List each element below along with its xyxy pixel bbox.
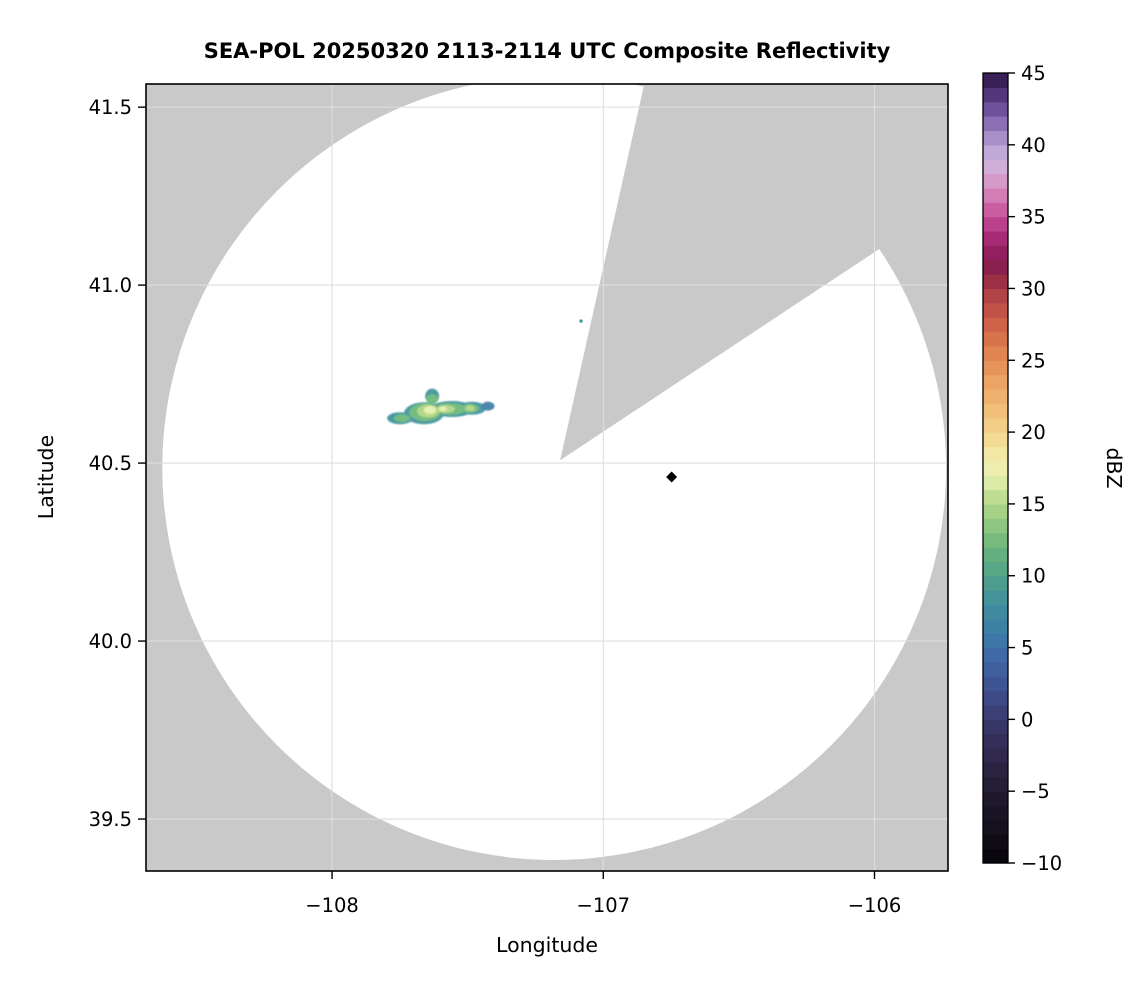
colorbar-band — [983, 317, 1008, 333]
colorbar-band — [983, 130, 1008, 146]
colorbar-tick-label: 5 — [1021, 637, 1033, 660]
colorbar-band — [983, 345, 1008, 361]
colorbar-tick-label: 10 — [1021, 565, 1046, 588]
colorbar-band — [983, 762, 1008, 778]
colorbar-band — [983, 733, 1008, 749]
colorbar-tick-label: 40 — [1021, 134, 1046, 157]
colorbar-band — [983, 432, 1008, 448]
radar-coverage-area — [162, 84, 946, 860]
colorbar-label: dBZ — [1102, 447, 1126, 488]
colorbar-band — [983, 144, 1008, 160]
colorbar-band — [983, 417, 1008, 433]
site-diamond-marker — [666, 471, 678, 483]
colorbar-tick-label: −5 — [1021, 780, 1050, 803]
echo-blob — [465, 405, 476, 412]
colorbar-band — [983, 389, 1008, 404]
y-tick-label: 40.5 — [89, 452, 132, 475]
colorbar-band — [983, 547, 1008, 562]
colorbar-band — [983, 216, 1008, 232]
colorbar-band — [983, 805, 1008, 821]
colorbar-band — [983, 302, 1008, 318]
colorbar-tick-label: 0 — [1021, 708, 1033, 731]
colorbar-band — [983, 848, 1008, 864]
small-echo-pixel — [579, 319, 583, 323]
y-tick-label: 41.0 — [89, 274, 132, 297]
colorbar-tick-label: 20 — [1021, 421, 1046, 444]
colorbar-frame — [982, 72, 1009, 864]
x-tick-label: −106 — [848, 894, 902, 917]
colorbar-band — [983, 331, 1008, 347]
colorbar-tick-label: 15 — [1021, 493, 1046, 516]
colorbar-band — [983, 647, 1008, 663]
colorbar-band — [983, 288, 1008, 304]
colorbar-band — [983, 719, 1008, 735]
echo-blob — [438, 406, 447, 412]
y-tick-label: 39.5 — [89, 808, 132, 831]
colorbar-band — [983, 503, 1008, 519]
colorbar-band — [983, 73, 1008, 88]
grid-lines — [146, 84, 948, 871]
colorbar-band — [983, 518, 1008, 534]
x-tick-label: −108 — [305, 894, 359, 917]
colorbar-band — [983, 403, 1008, 419]
y-axis: 41.5 41.0 40.5 40.0 39.5 — [89, 96, 146, 831]
colorbar-band — [983, 834, 1008, 850]
echo-blob — [426, 394, 439, 404]
reflectivity-echo — [387, 388, 495, 425]
colorbar: 45 40 35 30 25 20 15 10 5 0 −5 −10 — [983, 62, 1062, 875]
colorbar-band — [983, 173, 1008, 189]
colorbar-band — [983, 360, 1008, 376]
colorbar-band — [983, 446, 1008, 462]
colorbar-band — [983, 460, 1008, 476]
colorbar-band — [983, 116, 1008, 132]
colorbar-band — [983, 532, 1008, 548]
colorbar-band — [983, 676, 1008, 692]
x-axis: −108 −107 −106 — [305, 871, 901, 917]
y-tick-label: 41.5 — [89, 96, 132, 119]
colorbar-band — [983, 819, 1008, 835]
colorbar-tick-label: 35 — [1021, 206, 1046, 229]
echo-blob — [423, 406, 436, 415]
colorbar-band — [983, 187, 1008, 203]
colorbar-band — [983, 202, 1008, 218]
colorbar-band — [983, 705, 1008, 720]
echo-blob — [394, 414, 411, 423]
colorbar-band — [983, 475, 1008, 491]
colorbar-band — [983, 575, 1008, 591]
colorbar-band — [983, 489, 1008, 505]
colorbar-band — [983, 231, 1008, 246]
colorbar-band — [983, 159, 1008, 175]
colorbar-tick-label: 45 — [1021, 62, 1046, 85]
colorbar-band — [983, 690, 1008, 706]
colorbar-band — [983, 561, 1008, 577]
y-tick-label: 40.0 — [89, 630, 132, 653]
echo-blob — [481, 401, 495, 411]
colorbar-band — [983, 791, 1008, 807]
map-markers — [579, 319, 678, 483]
colorbar-band — [983, 661, 1008, 677]
missing-sector-wedge — [560, 84, 921, 461]
colorbar-tick-label: 30 — [1021, 277, 1046, 300]
y-axis-label: Latitude — [34, 435, 58, 519]
colorbar-band — [983, 776, 1008, 792]
plot-frame — [145, 83, 949, 872]
colorbar-tick-label: 25 — [1021, 349, 1046, 372]
colorbar-band — [983, 374, 1008, 390]
colorbar-band — [983, 274, 1008, 290]
colorbar-band — [983, 604, 1008, 620]
colorbar-tick-label: −10 — [1021, 852, 1062, 875]
colorbar-band — [983, 633, 1008, 649]
colorbar-band — [983, 101, 1008, 117]
colorbar-band — [983, 618, 1008, 634]
x-tick-label: −107 — [576, 894, 630, 917]
colorbar-band — [983, 245, 1008, 261]
x-axis-label: Longitude — [496, 933, 598, 957]
plot-title: SEA-POL 20250320 2113-2114 UTC Composite… — [204, 39, 891, 63]
colorbar-band — [983, 590, 1008, 606]
colorbar-band — [983, 259, 1008, 275]
colorbar-band — [983, 748, 1008, 764]
colorbar-band — [983, 87, 1008, 103]
